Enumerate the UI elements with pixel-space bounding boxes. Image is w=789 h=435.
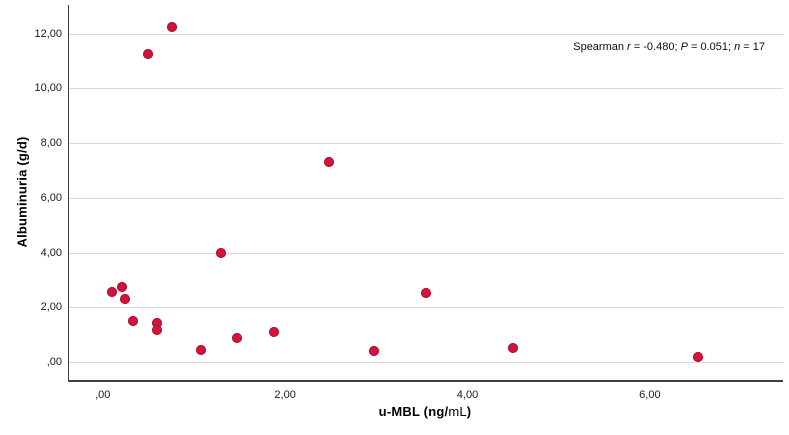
annotation-r-value: = -0.480; xyxy=(630,41,681,53)
data-point xyxy=(693,352,704,363)
data-point xyxy=(152,317,163,328)
annotation-r-symbol: r xyxy=(627,41,631,53)
gridline xyxy=(69,361,783,363)
data-point xyxy=(119,294,130,305)
data-point xyxy=(420,288,431,299)
annotation-p-symbol: P xyxy=(680,41,688,53)
x-tick-label: ,00 xyxy=(95,389,111,401)
data-point xyxy=(368,346,379,356)
x-tick-label: 4,00 xyxy=(456,389,479,401)
data-point xyxy=(323,157,334,168)
gridline xyxy=(69,307,783,309)
y-tick-label: 2,00 xyxy=(40,301,62,314)
y-tick-label: 10,00 xyxy=(34,82,62,95)
gridline xyxy=(69,143,783,145)
stats-annotation: Spearman r = -0.480; P = 0.051; n = 17 xyxy=(573,41,765,53)
y-tick-label: 8,00 xyxy=(40,137,62,150)
x-tick-label: 2,00 xyxy=(274,389,296,401)
y-axis-title: Albuminuria (g/d) xyxy=(14,136,30,248)
gridline xyxy=(69,252,783,254)
x-axis-title-pre: u-MBL (ng/ xyxy=(378,404,449,419)
x-axis-title: u-MBL (ng/mL) xyxy=(68,404,782,419)
y-tick-label: 4,00 xyxy=(40,246,62,259)
gridline xyxy=(69,197,783,199)
gridline xyxy=(69,88,783,90)
x-axis-title-unit: mL xyxy=(448,404,467,419)
data-point xyxy=(152,324,163,335)
plot-area: ,00 2,00 4,00 6,00 8,00 10,00 12,00 ,00 2,00 4,00… xyxy=(34,5,783,401)
y-tick-label: 12,00 xyxy=(34,27,62,40)
data-point xyxy=(269,326,280,337)
y-tick-label: ,00 xyxy=(46,355,62,368)
data-point xyxy=(116,281,127,292)
data-point xyxy=(127,315,138,326)
x-axis-title-post: ) xyxy=(466,404,472,419)
annotation-n-symbol: n xyxy=(734,41,741,53)
y-tick-label: 6,00 xyxy=(40,191,62,204)
data-point xyxy=(196,344,207,355)
data-point xyxy=(216,247,227,258)
data-point xyxy=(508,342,519,353)
annotation-p-value: = 0.051; xyxy=(687,41,735,53)
annotation-text: Spearman xyxy=(573,41,628,53)
data-point xyxy=(231,332,242,343)
data-point xyxy=(167,21,178,32)
data-point xyxy=(106,287,117,298)
gridline xyxy=(69,33,783,35)
annotation-n-value: = 17 xyxy=(740,41,765,53)
x-tick-label: 6,00 xyxy=(639,389,661,401)
data-point xyxy=(143,49,154,60)
